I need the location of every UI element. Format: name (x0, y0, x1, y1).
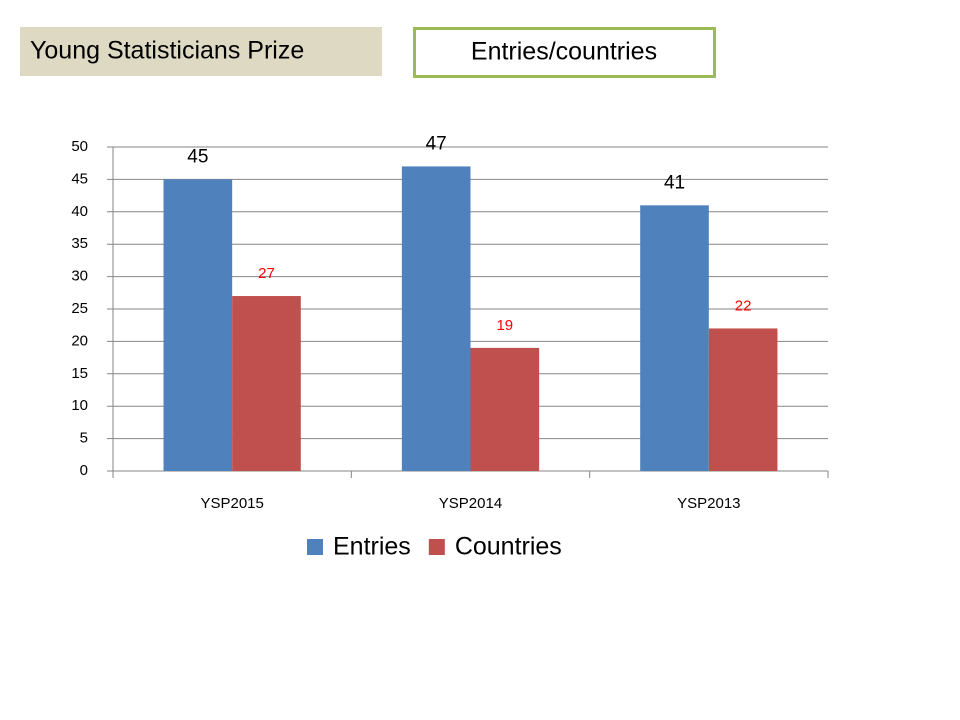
bar (232, 296, 301, 471)
y-tick-label: 20 (71, 332, 88, 349)
bar (708, 328, 778, 471)
x-tick-label: YSP2015 (200, 495, 263, 512)
data-label: 22 (735, 297, 752, 314)
legend-swatch (428, 539, 445, 555)
title-box (20, 27, 382, 76)
legend-label: Countries (455, 533, 562, 561)
subtitle-box (413, 27, 716, 78)
y-tick-label: 0 (80, 462, 88, 479)
bar (470, 347, 540, 471)
data-label: 47 (426, 133, 447, 154)
y-tick-label: 35 (71, 235, 88, 252)
legend-label: Entries (333, 533, 411, 561)
y-tick-label: 50 (71, 138, 88, 155)
legend-swatch (307, 539, 323, 555)
y-tick-label: 5 (80, 430, 88, 447)
y-tick-label: 25 (71, 300, 88, 317)
data-label: 27 (258, 265, 275, 282)
y-tick-label: 30 (71, 268, 88, 285)
data-label: 41 (664, 172, 685, 193)
y-tick-label: 45 (71, 170, 88, 187)
x-tick-label: YSP2014 (439, 495, 502, 512)
data-label: 19 (496, 317, 513, 334)
slide-subtitle: Entries/countries (471, 38, 657, 66)
x-tick-label: YSP2013 (677, 495, 740, 512)
y-tick-label: 10 (71, 397, 88, 414)
bar (163, 179, 233, 471)
data-label: 45 (187, 146, 208, 167)
y-tick-label: 40 (71, 203, 88, 220)
y-tick-label: 15 (71, 365, 88, 382)
slide-title: Young Statisticians Prize (30, 37, 304, 65)
bar (640, 205, 709, 471)
bar (401, 166, 471, 471)
